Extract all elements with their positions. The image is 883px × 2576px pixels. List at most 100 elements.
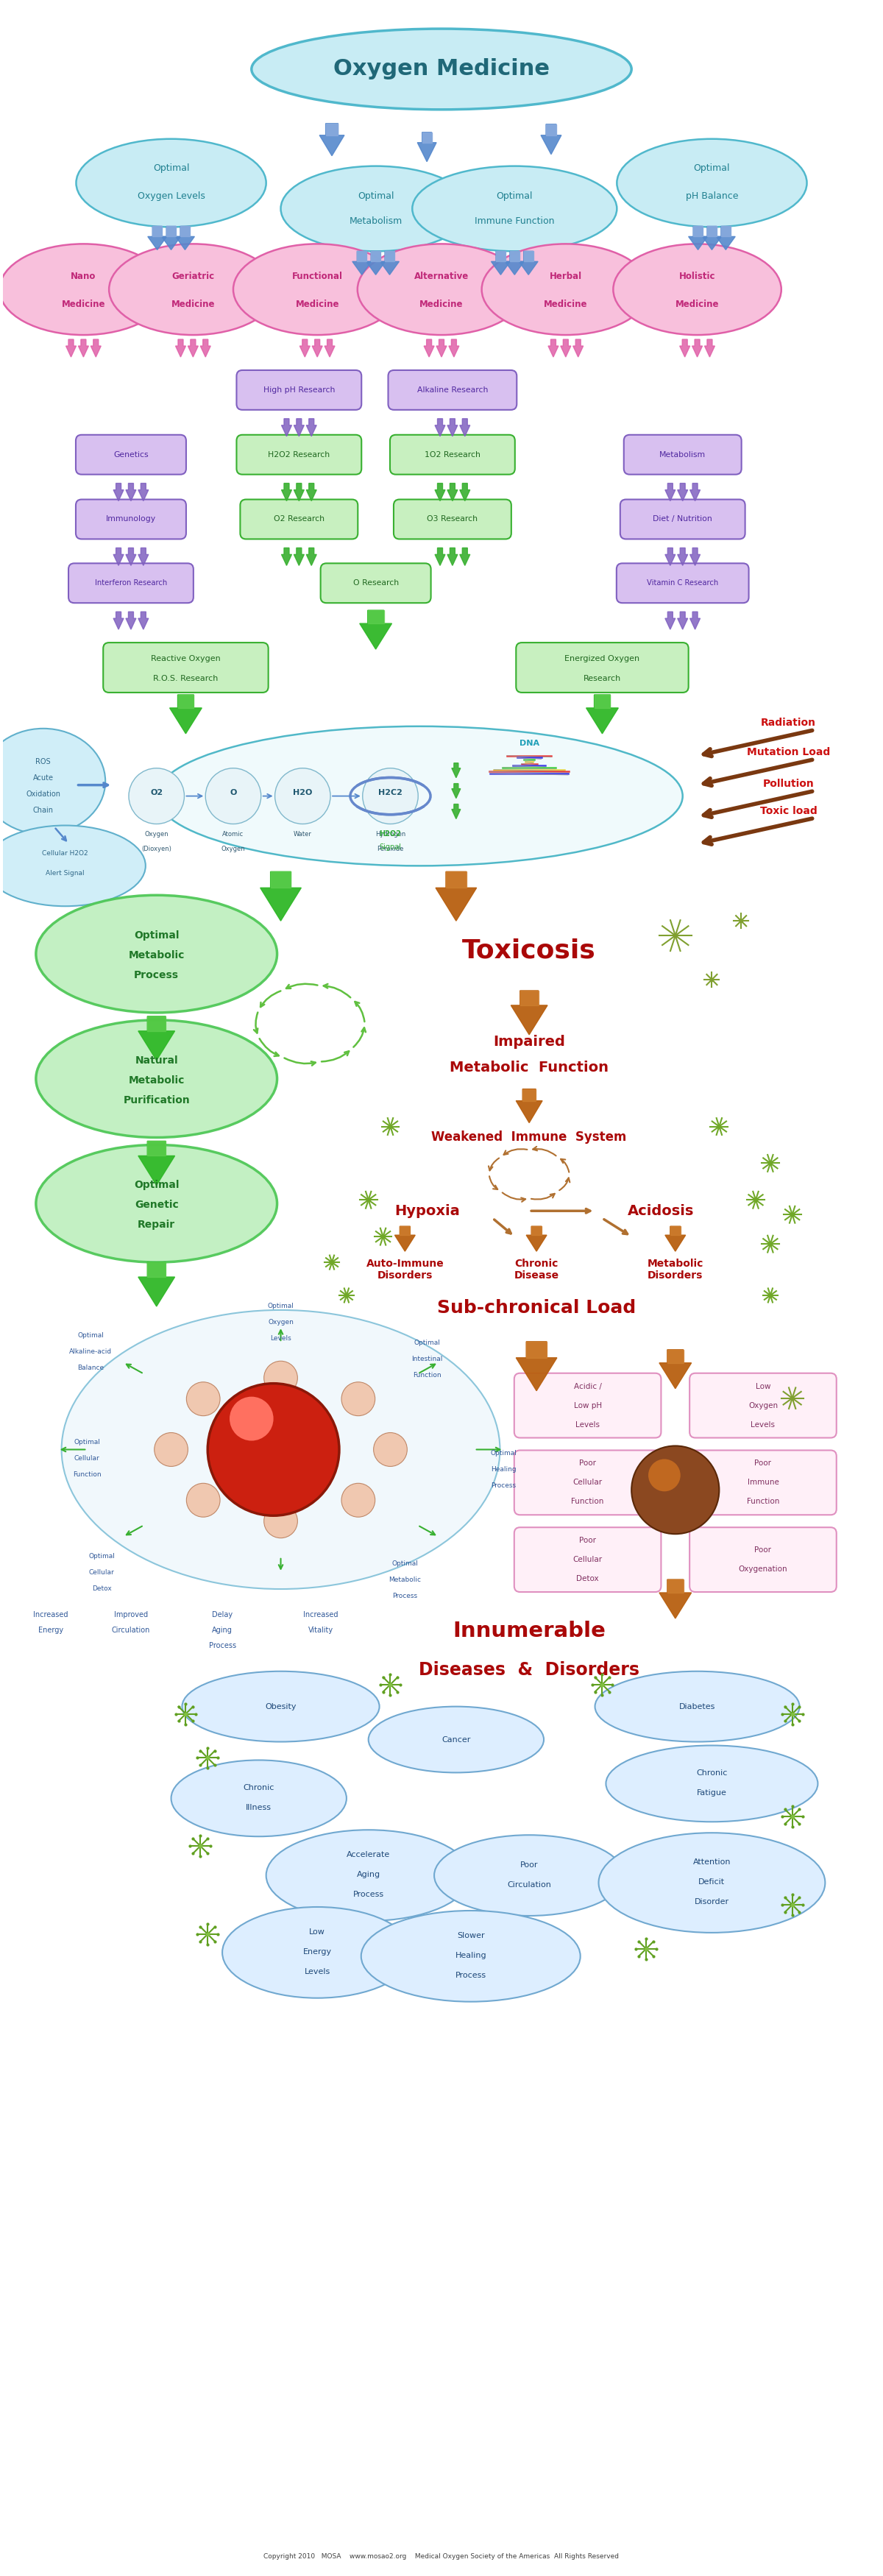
Ellipse shape	[233, 245, 401, 335]
Text: Herbal: Herbal	[549, 270, 582, 281]
Ellipse shape	[599, 1832, 825, 1932]
Ellipse shape	[36, 896, 277, 1012]
Text: Metabolism: Metabolism	[349, 216, 403, 227]
Text: Optimal: Optimal	[153, 162, 189, 173]
Text: Levels: Levels	[270, 1334, 291, 1342]
FancyBboxPatch shape	[616, 564, 749, 603]
Text: Process: Process	[353, 1891, 384, 1899]
Polygon shape	[460, 549, 470, 567]
Text: Toxicosis: Toxicosis	[463, 938, 596, 963]
FancyBboxPatch shape	[103, 641, 268, 693]
Circle shape	[374, 1432, 407, 1466]
Text: Chronic: Chronic	[697, 1770, 728, 1777]
Polygon shape	[352, 252, 372, 276]
Ellipse shape	[412, 165, 617, 252]
Text: Metabolic: Metabolic	[128, 1074, 185, 1084]
Text: Increased: Increased	[304, 1610, 338, 1618]
FancyBboxPatch shape	[237, 435, 361, 474]
Polygon shape	[573, 340, 584, 358]
Polygon shape	[282, 420, 291, 435]
Text: Metabolic: Metabolic	[128, 951, 185, 961]
Text: Oxygen: Oxygen	[748, 1401, 778, 1409]
Polygon shape	[491, 252, 510, 276]
Text: Optimal: Optimal	[358, 191, 394, 201]
Text: Low: Low	[309, 1929, 325, 1935]
Text: H2O2 Research: H2O2 Research	[268, 451, 330, 459]
Text: Metabolic
Disorders: Metabolic Disorders	[647, 1260, 704, 1280]
FancyBboxPatch shape	[690, 1528, 836, 1592]
Polygon shape	[460, 420, 470, 435]
Text: Energy: Energy	[303, 1947, 332, 1955]
Text: Acute: Acute	[33, 773, 54, 781]
FancyBboxPatch shape	[321, 564, 431, 603]
Polygon shape	[294, 549, 304, 567]
Polygon shape	[677, 549, 688, 567]
Polygon shape	[716, 227, 736, 250]
Polygon shape	[448, 549, 457, 567]
Text: Functional: Functional	[292, 270, 343, 281]
Ellipse shape	[62, 1311, 500, 1589]
Text: Process: Process	[491, 1481, 517, 1489]
Text: Innumerable: Innumerable	[453, 1620, 606, 1641]
Polygon shape	[139, 1141, 175, 1185]
Circle shape	[648, 1458, 681, 1492]
Text: Alert Signal: Alert Signal	[46, 871, 85, 876]
Text: Function: Function	[747, 1499, 780, 1504]
Polygon shape	[435, 420, 445, 435]
Ellipse shape	[281, 165, 471, 252]
Text: Optimal: Optimal	[78, 1332, 104, 1340]
Ellipse shape	[0, 245, 168, 335]
Polygon shape	[594, 696, 610, 708]
Text: Metabolic: Metabolic	[389, 1577, 421, 1582]
Text: Optimal: Optimal	[268, 1303, 294, 1309]
Text: Peroxide: Peroxide	[377, 845, 404, 853]
Text: Acidosis: Acidosis	[628, 1203, 694, 1218]
Text: Diet / Nutrition: Diet / Nutrition	[653, 515, 713, 523]
Text: Intestinal: Intestinal	[411, 1355, 442, 1363]
Text: Diabetes: Diabetes	[679, 1703, 715, 1710]
Polygon shape	[523, 1090, 536, 1100]
Text: Levels: Levels	[751, 1422, 775, 1427]
Ellipse shape	[36, 1144, 277, 1262]
Text: Cellular: Cellular	[89, 1569, 115, 1577]
Polygon shape	[180, 227, 190, 237]
Text: Auto-Immune
Disorders: Auto-Immune Disorders	[366, 1260, 444, 1280]
Polygon shape	[357, 252, 366, 263]
FancyBboxPatch shape	[76, 500, 186, 538]
Polygon shape	[176, 340, 185, 358]
Text: Improved: Improved	[114, 1610, 148, 1618]
Polygon shape	[424, 340, 434, 358]
Polygon shape	[689, 227, 707, 250]
Text: Nano: Nano	[71, 270, 96, 281]
Text: Balance: Balance	[78, 1365, 104, 1370]
Text: Optimal: Optimal	[414, 1340, 440, 1347]
FancyBboxPatch shape	[516, 641, 689, 693]
Circle shape	[342, 1383, 375, 1417]
Circle shape	[342, 1484, 375, 1517]
Polygon shape	[113, 484, 124, 500]
Text: Oxidation: Oxidation	[26, 791, 61, 799]
Ellipse shape	[76, 139, 266, 227]
Polygon shape	[294, 420, 304, 435]
Polygon shape	[270, 871, 291, 889]
Text: Optimal: Optimal	[694, 162, 730, 173]
Text: Aging: Aging	[357, 1870, 381, 1878]
Text: Oxygenation: Oxygenation	[738, 1566, 788, 1574]
Text: Geriatric: Geriatric	[171, 270, 215, 281]
Text: Immune: Immune	[747, 1479, 779, 1486]
Text: Water: Water	[293, 832, 312, 837]
Text: Alkaline Research: Alkaline Research	[417, 386, 488, 394]
Polygon shape	[509, 252, 519, 263]
Circle shape	[363, 768, 419, 824]
Polygon shape	[705, 340, 715, 358]
Polygon shape	[153, 227, 162, 237]
Text: Function: Function	[73, 1471, 102, 1479]
Text: Optimal: Optimal	[74, 1440, 101, 1445]
Polygon shape	[147, 1018, 166, 1030]
Polygon shape	[496, 252, 505, 263]
Polygon shape	[166, 227, 176, 237]
Text: Hypoxia: Hypoxia	[394, 1203, 459, 1218]
Text: Pollution: Pollution	[763, 778, 814, 788]
Polygon shape	[282, 484, 291, 500]
Text: Circulation: Circulation	[507, 1880, 551, 1888]
